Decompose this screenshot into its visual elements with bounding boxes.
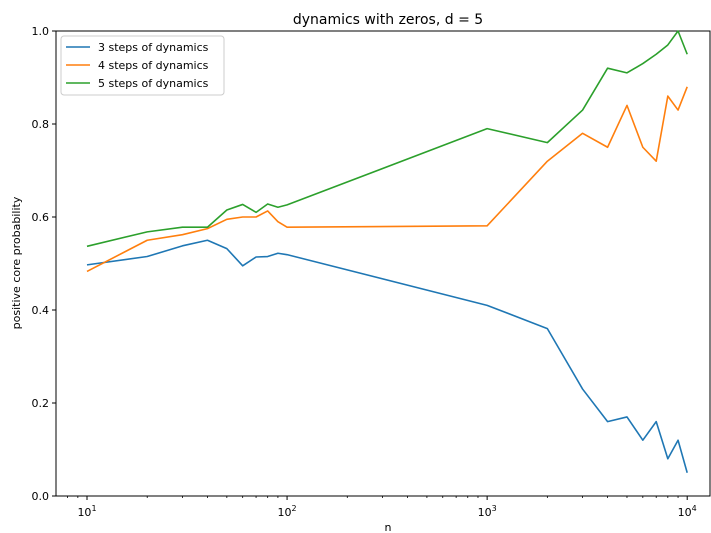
legend-box [60,35,225,96]
y-axis-label: positive core probability [10,196,23,329]
y-tick-label: 0.0 [32,490,50,503]
x-tick-exponent: 3 [492,504,497,513]
x-axis: 101 102 103 104 [67,496,697,519]
legend: 3 steps of dynamics 4 steps of dynamics 5 … [60,35,225,96]
x-tick-label: 103 [478,504,497,519]
x-tick-base: 10 [678,506,692,519]
x-tick-base: 10 [478,506,492,519]
y-axis: 0.0 0.2 0.4 0.6 0.8 1.0 [32,25,56,503]
legend-label: 4 steps of dynamics [98,59,209,72]
x-tick-base: 10 [77,506,91,519]
series-line-5-steps [86,30,688,248]
series-line-4-steps [86,86,688,273]
x-tick-label: 101 [77,504,96,519]
y-tick-label: 0.6 [32,211,50,224]
legend-label: 3 steps of dynamics [98,41,209,54]
legend-label: 5 steps of dynamics [98,77,209,90]
series-layer [86,30,688,473]
y-tick-label: 0.8 [32,118,50,131]
chart-title: dynamics with zeros, d = 5 [293,12,483,28]
x-tick-label: 102 [278,504,297,519]
x-tick-exponent: 4 [692,504,697,513]
plot-frame [55,30,711,497]
x-tick-exponent: 1 [91,504,96,513]
y-tick-label: 0.4 [32,304,50,317]
x-tick-label: 104 [678,504,697,519]
y-tick-label: 0.2 [32,397,50,410]
x-tick-base: 10 [278,506,292,519]
y-tick-label: 1.0 [32,25,50,38]
x-tick-exponent: 2 [292,504,297,513]
series-line-3-steps [86,239,688,473]
x-axis-label: n [385,521,392,533]
